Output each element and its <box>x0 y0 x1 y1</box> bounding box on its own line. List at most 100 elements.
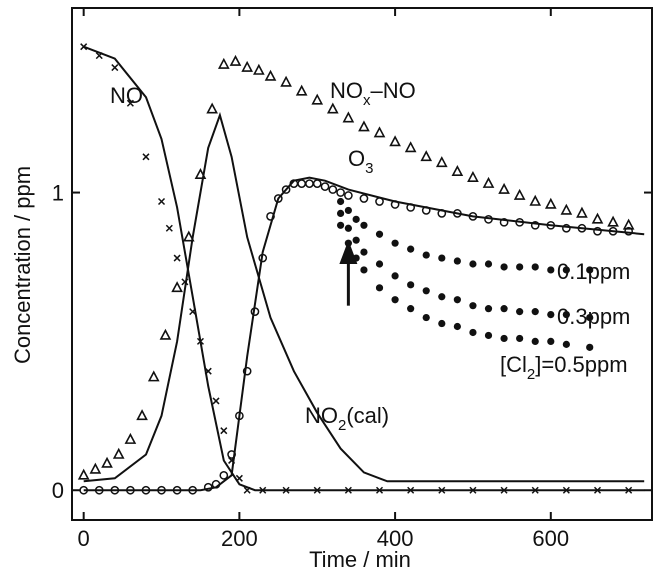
series-0-point <box>157 197 166 206</box>
series-2-point <box>577 223 587 233</box>
series-0-point <box>235 474 243 482</box>
series-1-point <box>342 111 355 123</box>
series-4-point <box>531 308 539 316</box>
series-5-point <box>586 343 594 351</box>
series-2-point <box>79 485 89 495</box>
series-5-point <box>375 284 384 292</box>
series-3-point <box>344 206 352 215</box>
annotation-cl2-0-3ppm: 0.3ppm <box>557 304 630 329</box>
series-0-point <box>282 486 290 494</box>
series-2-point <box>562 223 571 233</box>
series-2-point <box>437 209 447 218</box>
annotation-no: NO <box>110 83 143 108</box>
series-0-point <box>469 486 477 494</box>
annotation-o3: O3 <box>348 146 373 177</box>
series-2-point <box>546 220 556 230</box>
series-5-point <box>360 266 368 274</box>
series-2-point <box>344 191 353 200</box>
y-tick-label: 0 <box>52 478 64 503</box>
series-0-point <box>173 254 181 262</box>
series-1-point <box>253 63 265 75</box>
series-2-point <box>336 188 345 197</box>
series-2-point <box>406 203 416 212</box>
series-3-point <box>438 254 446 262</box>
series-0-point <box>111 64 119 72</box>
series-2-point <box>227 450 236 459</box>
series-2-point <box>484 214 493 224</box>
series-5-point <box>531 337 539 345</box>
annotation-cl2-0-1ppm: 0.1ppm <box>557 259 630 284</box>
series-4-point <box>422 287 430 295</box>
series-3-point <box>586 266 594 274</box>
series-4-point <box>484 305 493 313</box>
series-2-point <box>110 485 120 495</box>
series-1-point <box>280 75 292 87</box>
series-2-point <box>468 212 478 221</box>
x-tick-label: 400 <box>377 526 414 551</box>
series-5-point <box>484 331 493 340</box>
series-4-point <box>586 313 594 322</box>
series-0-point <box>438 486 446 494</box>
series-3-point <box>562 266 570 274</box>
series-4-point <box>336 209 345 217</box>
series-2-point <box>211 479 221 489</box>
series-1-point <box>389 135 401 147</box>
series-1-point <box>112 447 125 459</box>
series-2-point <box>515 217 525 227</box>
series-1-point <box>326 102 339 114</box>
series-0-point <box>625 486 633 494</box>
series-2-point <box>421 206 431 215</box>
series-1-point <box>295 84 308 96</box>
series-3-point <box>407 245 415 253</box>
annotation-no2-cal: NO2(cal) <box>305 403 389 434</box>
axis-ticks: 0 200 400 600 0 1 <box>52 8 652 551</box>
series-2-point <box>375 197 384 206</box>
series-0-point <box>80 43 88 51</box>
series-1-point <box>241 60 253 72</box>
series-1-point <box>217 57 230 69</box>
series-2-point <box>266 212 275 221</box>
series-5-point <box>438 319 446 328</box>
series-5-point <box>516 334 524 343</box>
series-5-point <box>336 221 345 229</box>
series-2-point <box>305 179 314 188</box>
series-2-point <box>219 470 229 480</box>
series-2-point <box>188 485 198 495</box>
series-3-point <box>547 266 555 274</box>
series-1-point <box>529 194 542 206</box>
series-5-point <box>407 305 415 313</box>
series-1-point <box>229 54 242 66</box>
series-7-curve <box>83 111 645 483</box>
series-1-point <box>467 170 479 182</box>
series-1-point <box>171 281 183 293</box>
series-3-point <box>500 263 508 271</box>
series-0-point <box>126 99 134 107</box>
series-4-point <box>562 311 570 319</box>
series-5-point <box>469 328 477 337</box>
series-2-point <box>593 226 602 236</box>
series-1-point <box>591 212 604 224</box>
y-tick-label: 1 <box>52 181 64 206</box>
series-0-point <box>313 486 321 494</box>
series-0-point <box>243 486 251 494</box>
series-3-point <box>453 257 461 265</box>
x-tick-label: 200 <box>221 526 258 551</box>
series-2-point <box>624 226 633 236</box>
series-4-point <box>469 302 477 310</box>
series-2-point <box>94 485 104 495</box>
series-4-point <box>352 236 360 244</box>
series-3-point <box>484 260 493 268</box>
series-1-point <box>147 370 160 382</box>
series-2-point <box>250 307 260 316</box>
series-0-point <box>500 486 508 494</box>
series-2-point <box>499 217 509 227</box>
series-1-point <box>420 150 433 162</box>
series-0-point <box>196 337 204 345</box>
series-2-point <box>359 194 369 203</box>
series-4-point <box>360 248 368 256</box>
series-3-point <box>391 239 399 247</box>
series-1-point <box>560 203 573 215</box>
series-1-point <box>136 409 148 421</box>
series-4-point <box>500 305 508 313</box>
